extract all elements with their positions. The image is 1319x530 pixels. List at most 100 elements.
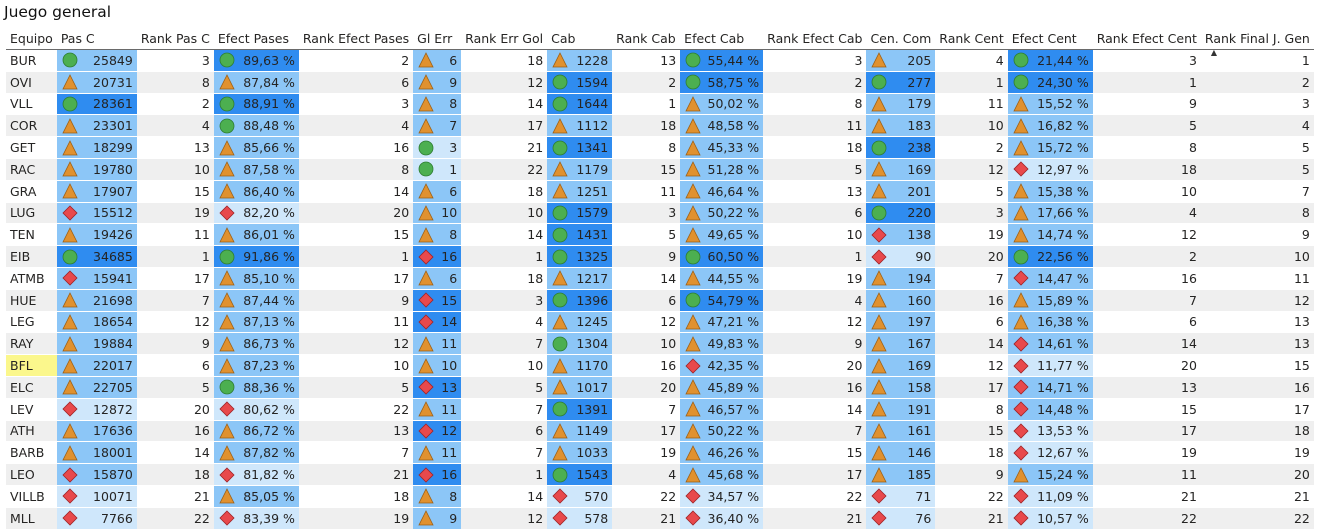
table-row[interactable]: GRA 17907 15 86,40 % 14 6 18 1251 11 46,64 % 13 201… [6, 180, 1314, 203]
cell-value: 18299 [93, 140, 133, 156]
cell-pas-c: 25849 [56, 49, 137, 72]
cell-value: 16 [441, 249, 458, 265]
cell-rank-efect-cab: 1 [763, 245, 867, 268]
cell-value: 570 [584, 488, 609, 504]
table-row[interactable]: ATH 17636 16 86,72 % 13 12 6 1149 17 50,22 % 7 161 1… [6, 420, 1314, 443]
cell-pas-c: 15870 [56, 463, 137, 486]
cell-efect-pases: 85,66 % [213, 136, 299, 159]
cell-rank-efect-cent: 13 [1092, 376, 1201, 399]
col-header-equipo[interactable]: Equipo [6, 28, 57, 50]
col-header-rank-efect-pases[interactable]: Rank Efect Pases [298, 28, 414, 50]
cell-equipo: GRA [6, 180, 57, 203]
cell-value: 51,28 % [707, 161, 760, 177]
orange-triangle-icon [418, 335, 434, 352]
cell-cab: 1179 [547, 158, 613, 181]
cell-rank-efect-pases: 20 [298, 202, 414, 225]
sort-ascending-icon[interactable]: ▲ [1210, 48, 1218, 57]
table-row[interactable]: BARB 18001 14 87,82 % 7 11 7 1033 19 46,26 % 15 146… [6, 441, 1314, 465]
orange-triangle-icon [685, 139, 701, 156]
cell-rank-cab: 14 [612, 267, 681, 290]
cell-cab: 1304 [547, 332, 613, 356]
cell-value: 46,57 % [707, 401, 760, 417]
cell-value: 85,05 % [243, 488, 295, 504]
col-header-rank-final[interactable]: Rank Final J. Gen ▲ [1200, 28, 1314, 57]
table-row[interactable]: RAC 19780 10 87,58 % 8 1 22 1179 15 51,28 % 5 169 12… [6, 158, 1314, 181]
col-header-efect-cab[interactable]: Efect Cab [680, 28, 764, 50]
cell-efect-cent: 21,44 % [1007, 49, 1093, 72]
cell-rank-final: 22 [1200, 507, 1314, 530]
cell-value: 14,71 % [1037, 379, 1089, 395]
cell-cen-com: 167 [866, 332, 936, 356]
cell-value: 1644 [576, 96, 609, 112]
table-row[interactable]: LEG 18654 12 87,13 % 11 14 4 1245 12 47,21 % 12 197… [6, 311, 1314, 334]
cell-value: 11,09 % [1037, 488, 1089, 504]
table-row[interactable]: VLL 28361 2 88,91 % 3 8 14 1644 1 50,02 % 8 179 11 15… [6, 93, 1314, 116]
table-row[interactable]: RAY 19884 9 86,73 % 12 11 7 1304 10 49,83 % 9 167 14… [6, 332, 1314, 356]
cell-equipo: RAC [6, 158, 57, 181]
cell-equipo: HUE [6, 289, 57, 312]
cell-rank-pas-c: 13 [136, 136, 214, 159]
table-row[interactable]: BUR 25849 3 89,63 % 2 6 18 1228 13 55,44 % 3 205 4 21… [6, 49, 1314, 72]
cell-rank-pas-c: 18 [136, 463, 214, 486]
cell-rank-efect-pases: 4 [298, 114, 414, 138]
table-row[interactable]: TEN 19426 11 86,01 % 15 8 14 1431 5 49,65 % 10 138 1… [6, 223, 1314, 247]
cell-value: 17636 [93, 423, 133, 439]
table-row[interactable]: BFL 22017 6 87,23 % 10 10 10 1170 16 42,35 % 20 169… [6, 354, 1314, 377]
col-header-rank-efect-cent[interactable]: Rank Efect Cent [1092, 28, 1201, 50]
table-row[interactable]: VILLB 10071 21 85,05 % 18 8 14 570 22 34,57 % 22 71… [6, 485, 1314, 508]
cell-value: 201 [907, 183, 932, 199]
col-header-cab[interactable]: Cab [547, 28, 613, 50]
table-row[interactable]: ELC 22705 5 88,36 % 5 13 5 1017 20 45,89 % 16 158 17… [6, 376, 1314, 399]
cell-gl-err: 16 [413, 463, 462, 486]
table-row[interactable]: LEO 15870 18 81,82 % 21 16 1 1543 4 45,68 % 17 185 9… [6, 463, 1314, 486]
cell-rank-final: 5 [1200, 158, 1314, 181]
col-header-rank-final-label: Rank Final J. Gen [1204, 31, 1310, 46]
col-header-efect-pases[interactable]: Efect Pases [213, 28, 299, 50]
col-header-rank-efect-cab[interactable]: Rank Efect Cab [763, 28, 867, 50]
table-header: Equipo Pas C Rank Pas C Efect Pases Rank… [6, 28, 1314, 57]
orange-triangle-icon [1013, 183, 1029, 199]
cell-efect-pases: 89,63 % [213, 49, 299, 72]
cell-efect-cent: 14,48 % [1007, 398, 1093, 421]
red-diamond-icon [552, 510, 568, 526]
cell-cab: 1396 [547, 289, 613, 312]
cell-efect-cab: 36,40 % [680, 507, 764, 530]
table-row[interactable]: EIB 34685 1 91,86 % 1 16 1 1325 9 60,50 % 1 90 20 22,… [6, 245, 1314, 268]
col-header-rank-err-gol[interactable]: Rank Err Gol [461, 28, 548, 50]
col-header-pas-c[interactable]: Pas C [56, 28, 137, 50]
cell-rank-cent: 19 [935, 223, 1008, 247]
table-row[interactable]: GET 18299 13 85,66 % 16 3 21 1341 8 45,33 % 18 238 2… [6, 136, 1314, 159]
orange-triangle-icon [219, 423, 235, 439]
cell-rank-efect-cent: 5 [1092, 114, 1201, 138]
table-row[interactable]: ATMB 15941 17 85,10 % 17 6 18 1217 14 44,55 % 19 19… [6, 267, 1314, 290]
col-header-rank-cent[interactable]: Rank Cent [935, 28, 1008, 50]
cell-value: 205 [907, 52, 932, 68]
cell-efect-pases: 81,82 % [213, 463, 299, 486]
col-header-efect-cent[interactable]: Efect Cent [1007, 28, 1093, 50]
cell-rank-efect-cab: 5 [763, 158, 867, 181]
cell-efect-pases: 85,10 % [213, 267, 299, 290]
cell-efect-cab: 46,64 % [680, 180, 764, 203]
orange-triangle-icon [418, 270, 434, 286]
table-row[interactable]: MLL 7766 22 83,39 % 19 9 12 578 21 36,40 % 21 76 21 1… [6, 507, 1314, 530]
cell-cab: 1033 [547, 441, 613, 465]
red-diamond-icon [1013, 488, 1029, 504]
col-header-rank-pas-c[interactable]: Rank Pas C [136, 28, 214, 50]
cell-rank-efect-cent: 17 [1092, 420, 1201, 443]
table-row[interactable]: COR 23301 4 88,48 % 4 7 17 1112 18 48,58 % 11 183 10… [6, 114, 1314, 138]
table-row[interactable]: HUE 21698 7 87,44 % 9 15 3 1396 6 54,79 % 4 160 16 15… [6, 289, 1314, 312]
table-row[interactable]: OVI 20731 8 87,84 % 6 9 12 1594 2 58,75 % 2 277 1 24,… [6, 71, 1314, 94]
cell-efect-cab: 49,83 % [680, 332, 764, 356]
green-circle-icon [552, 96, 568, 112]
col-header-gl-err[interactable]: Gl Err [413, 28, 462, 50]
col-header-cen-com[interactable]: Cen. Com [866, 28, 936, 50]
col-header-rank-cab[interactable]: Rank Cab [612, 28, 681, 50]
green-circle-icon [552, 227, 568, 243]
cell-rank-efect-cent: 12 [1092, 223, 1201, 247]
cell-rank-efect-pases: 7 [298, 441, 414, 465]
cell-value: 15,52 % [1037, 96, 1089, 112]
table-row[interactable]: LEV 12872 20 80,62 % 22 11 7 1391 7 46,57 % 14 191 8… [6, 398, 1314, 421]
cell-value: 9 [449, 510, 458, 526]
juego-general-table: Equipo Pas C Rank Pas C Efect Pases Rank… [6, 28, 1314, 530]
table-row[interactable]: LUG 15512 19 82,20 % 20 10 10 1579 3 50,22 % 6 220 3… [6, 202, 1314, 225]
